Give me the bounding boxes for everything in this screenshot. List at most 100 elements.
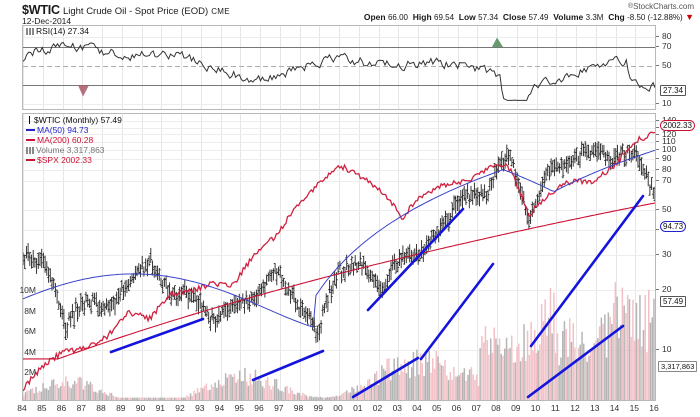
price-y-tick: 20 [662, 283, 672, 294]
x-axis-tick: 08 [491, 403, 501, 413]
price-y-tickmark [656, 209, 659, 211]
price-y-tick: 70 [662, 175, 672, 186]
price-legend-volume: Volume 3,317,863 [36, 145, 105, 155]
x-axis-tick: 03 [392, 403, 403, 413]
open-value: 66.00 [387, 13, 409, 22]
price-legend-spx-row: $SPX 2002.33 [26, 155, 122, 165]
ma50-swatch-icon [26, 129, 35, 131]
x-axis-tick: 07 [471, 403, 482, 413]
price-legend-ma200-row: MA(200) 60.28 [26, 135, 122, 145]
x-axis-tick: 09 [511, 403, 521, 413]
x-axis-tick: 15 [629, 403, 640, 413]
price-legend-volume-row: Volume 3,317,863 [26, 145, 122, 155]
price-y-tick: 110 [662, 136, 676, 146]
spx-swatch-icon [26, 159, 35, 161]
quote-bar: Open 66.00 High 69.54 Low 57.34 Close 57… [364, 12, 694, 22]
x-axis-tick: 85 [37, 403, 47, 413]
x-axis-tick: 14 [609, 403, 620, 413]
x-axis-tick: 86 [56, 403, 67, 413]
price-gridlines [23, 114, 655, 400]
high-value: 69.54 [434, 13, 455, 22]
x-axis-tick: 90 [135, 403, 146, 413]
rsi-line [23, 37, 655, 101]
x-axis-tick: 11 [550, 403, 560, 413]
price-y-tickmark [656, 133, 659, 135]
low-label: Low [458, 12, 476, 22]
brand-name: StockCharts.com [633, 2, 694, 11]
spx-value-flag: 2002.33 [660, 120, 695, 131]
close-value: 57.49 [528, 13, 549, 22]
x-axis-tick: 94 [214, 403, 225, 413]
x-axis-tick: 88 [96, 403, 106, 413]
volume-label: Volume [553, 12, 584, 22]
volume-y-tick: 2M [24, 367, 36, 378]
price-y-tick: 10 [662, 343, 672, 354]
price-y-tick: 30 [662, 248, 672, 259]
chart-title: $WTIC Light Crude Oil - Spot Price (EOD)… [22, 3, 230, 17]
price-y-tickmark [656, 228, 659, 230]
volume-y-tick: 8M [24, 305, 36, 316]
x-axis-tick: 00 [333, 403, 343, 413]
x-axis-tick: 91 [155, 403, 166, 413]
registered-icon: ® [627, 3, 634, 10]
x-axis-tick: 84 [17, 403, 27, 413]
price-y-tickmark [656, 126, 659, 128]
price-grid [23, 114, 655, 400]
quote-date: 12-Dec-2014 [22, 16, 72, 26]
price-y-tick: 90 [662, 153, 672, 164]
price-legend-title-row: $WTIC (Monthly) 57.49 [26, 115, 122, 125]
price-legend-ma50-row: MA(50) 94.73 [26, 125, 122, 135]
rsi-y-tick: 50 [662, 60, 672, 71]
volume-y-tick: 6M [24, 326, 36, 337]
rsi-legend-text: RSI(14) 27.34 [36, 26, 89, 36]
price-y-tickmark [656, 180, 659, 182]
x-axis-tick: 98 [293, 403, 304, 413]
volume-value: 3.3M [585, 13, 604, 22]
symbol-ticker: $WTIC [22, 3, 60, 17]
x-axis-tick: 93 [195, 403, 205, 413]
rsi-y-tickmark [656, 103, 659, 105]
high-label: High [412, 12, 432, 22]
indicator-bars-icon [26, 28, 34, 35]
x-axis-tick: 04 [412, 403, 422, 413]
close-value-flag: 57.49 [660, 296, 687, 307]
x-axis-tick: 05 [432, 403, 442, 413]
price-y-tick: 50 [662, 204, 672, 215]
price-y-tickmark [656, 149, 659, 151]
rsi-legend: RSI(14) 27.34 [26, 26, 89, 36]
price-y-tickmark [656, 158, 659, 160]
price-y-tickmark [656, 120, 659, 122]
x-axis-tick: 02 [372, 403, 383, 413]
volume-y-tick: 10M [19, 285, 36, 296]
x-axis-tick: 99 [313, 403, 324, 413]
x-axis-tick: 16 [649, 403, 659, 413]
volume-value-flag: 3,317,863 [658, 361, 698, 372]
brand-watermark: ®StockCharts.com [628, 2, 694, 11]
price-legend-ma50: MA(50) 94.73 [37, 125, 89, 135]
rsi-value-flag: 27.34 [660, 85, 687, 96]
open-label: Open [363, 12, 386, 22]
candlestick-icon [26, 116, 33, 124]
rsi-grid [23, 26, 655, 109]
down-arrow-icon: ▼ [685, 12, 694, 22]
rsi-panel [22, 25, 656, 110]
symbol-description: Light Crude Oil - Spot Price (EOD) [62, 6, 209, 17]
x-axis-tick: 12 [570, 403, 580, 413]
price-y-tickmark [656, 141, 659, 142]
exchange-label: CME [211, 7, 230, 16]
ma50-value-flag: 94.73 [660, 221, 687, 232]
ma200-swatch-icon [26, 139, 35, 141]
x-axis-tick: 01 [353, 403, 363, 413]
chg-label: Chg [608, 12, 625, 22]
price-legend-spx: $SPX 2002.33 [37, 155, 92, 165]
x-axis-tick: 95 [234, 403, 245, 413]
price-y-tickmark [656, 348, 659, 350]
rsi-y-tick: 70 [662, 41, 672, 51]
price-legend-title: $WTIC (Monthly) 57.49 [34, 115, 122, 125]
x-axis-tick: 13 [590, 403, 600, 413]
x-axis-tick: 92 [175, 403, 185, 413]
price-legend: $WTIC (Monthly) 57.49 MA(50) 94.73 MA(20… [26, 115, 122, 165]
price-y-tickmark [656, 168, 659, 170]
rsi-y-tick: 10 [662, 98, 672, 109]
